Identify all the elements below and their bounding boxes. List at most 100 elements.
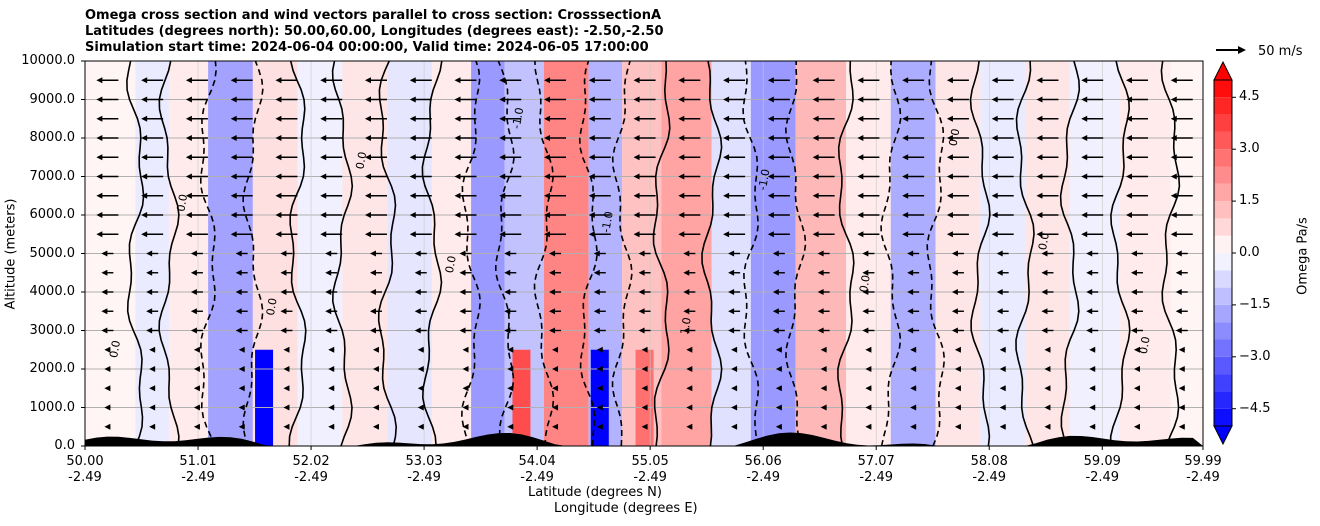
wind-vector	[772, 289, 785, 295]
colorbar-level	[1214, 253, 1232, 271]
wind-vector	[364, 77, 387, 84]
plot-area: 0.00.00.00.00.0-1.0-1.01.0-1.00.00.00.00…	[85, 61, 1203, 446]
omega-contour-line	[1109, 61, 1131, 446]
wind-vector	[728, 308, 741, 315]
colorbar-level	[1214, 131, 1232, 150]
wind-vector	[1081, 212, 1104, 218]
wind-vector	[857, 192, 880, 199]
colorbar-level	[1214, 391, 1232, 409]
wind-vector	[1133, 385, 1140, 392]
contour-label: -1.0	[599, 210, 616, 233]
wind-vector	[369, 250, 382, 257]
wind-vector	[499, 96, 522, 103]
wind-vector	[1178, 404, 1185, 411]
wind-vector	[499, 77, 522, 84]
wind-vector	[417, 404, 424, 411]
wind-vector	[369, 269, 382, 276]
contour-label: 0.0	[1036, 232, 1052, 251]
wind-vector	[767, 115, 790, 122]
wind-vector	[723, 115, 746, 122]
wind-vector	[230, 173, 253, 180]
wind-vector	[723, 212, 746, 218]
wind-vector	[414, 289, 427, 295]
wind-vector	[1086, 308, 1099, 315]
y-tick-label: 8000.0	[29, 130, 76, 145]
wind-vector	[230, 96, 253, 103]
wind-vector	[902, 135, 925, 141]
wind-vector	[499, 154, 522, 161]
wind-vector	[641, 366, 648, 372]
wind-vector	[141, 135, 164, 141]
wind-vector	[820, 404, 827, 411]
wind-vector	[588, 173, 611, 180]
wind-vector	[325, 308, 338, 315]
wind-vector	[907, 289, 920, 295]
wind-vector	[633, 115, 656, 122]
wind-vector	[812, 115, 835, 122]
wind-vector	[544, 115, 567, 122]
x-tick-label-lat: 54.04	[518, 454, 556, 469]
wind-vector	[812, 231, 835, 238]
wind-vector	[193, 423, 200, 430]
wind-vector	[633, 154, 656, 161]
wind-vector	[593, 250, 606, 257]
wind-vector	[328, 423, 335, 430]
wind-vector	[593, 289, 606, 295]
wind-vector	[678, 135, 701, 141]
wind-vector	[549, 269, 562, 276]
wind-vector	[462, 404, 469, 411]
wind-vector	[1081, 154, 1104, 161]
wind-vector	[910, 385, 917, 392]
wind-vector	[991, 173, 1014, 180]
wind-vector	[1170, 154, 1193, 161]
wind-vector	[946, 154, 969, 161]
wind-vector	[772, 250, 785, 257]
wind-vector	[991, 212, 1014, 218]
wind-vector	[499, 135, 522, 141]
wind-vector	[149, 404, 156, 411]
wind-vector	[596, 404, 603, 411]
y-tick-label: 0.0	[54, 438, 75, 453]
wind-vector	[865, 346, 872, 353]
wind-vector	[101, 308, 114, 315]
wind-vector	[1036, 77, 1059, 84]
colorbar-level	[1214, 408, 1232, 426]
wind-vector	[1081, 77, 1104, 84]
x-tick-label-lon: -2.49	[972, 470, 1007, 485]
wind-vector	[504, 250, 517, 257]
wind-vector	[409, 154, 432, 161]
contour-label: 0.0	[857, 274, 873, 293]
wind-vector	[907, 308, 920, 315]
wind-vector	[723, 96, 746, 103]
wind-vector	[910, 404, 917, 411]
wind-vector	[549, 308, 562, 315]
wind-vector	[1081, 173, 1104, 180]
wind-vector	[1089, 346, 1096, 353]
wind-vector	[728, 289, 741, 295]
wind-vector	[185, 77, 208, 84]
wind-vector	[101, 327, 114, 334]
wind-vector	[230, 115, 253, 122]
wind-vector	[238, 385, 245, 392]
vector-key-label: 50 m/s	[1258, 44, 1303, 59]
wind-vector	[552, 346, 559, 353]
colorbar-tick-label: 0.0	[1239, 245, 1260, 260]
wind-vector	[633, 231, 656, 238]
x-tick-label: 50.00 -2.49	[50, 454, 120, 486]
wind-vector	[767, 212, 790, 218]
colorbar-level	[1214, 201, 1232, 219]
wind-vector	[409, 96, 432, 103]
wind-vector	[946, 212, 969, 218]
y-tick-label: 1000.0	[29, 399, 76, 415]
wind-vector	[946, 96, 969, 103]
wind-vector	[633, 173, 656, 180]
wind-vector	[775, 385, 782, 392]
wind-vector	[951, 250, 964, 257]
wind-vector	[641, 404, 648, 411]
wind-vector	[1041, 327, 1054, 334]
wind-vector	[1044, 423, 1051, 430]
colorbar-level	[1214, 149, 1232, 167]
wind-vector	[146, 269, 159, 276]
wind-vector	[767, 77, 790, 84]
wind-vector	[1041, 250, 1054, 257]
